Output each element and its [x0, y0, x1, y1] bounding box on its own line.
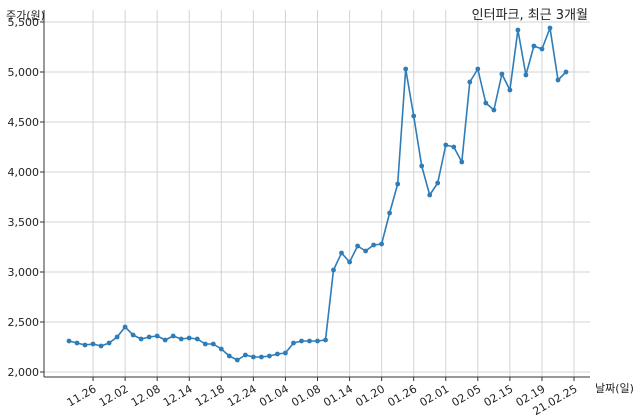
data-point [419, 163, 425, 169]
y-tick-label: 4,000 [8, 166, 40, 179]
data-point [291, 340, 296, 346]
data-point [451, 144, 457, 150]
data-point [275, 351, 280, 357]
data-point [146, 334, 152, 340]
data-point [387, 210, 392, 216]
data-point [491, 107, 497, 113]
data-point [331, 267, 336, 273]
data-point [379, 241, 384, 247]
data-point [547, 25, 553, 31]
x-tick-label: 12.24 [225, 382, 259, 409]
data-point [411, 113, 417, 119]
data-point [283, 350, 288, 356]
series-layer [66, 25, 569, 363]
data-point [178, 336, 184, 342]
data-point [98, 343, 104, 349]
data-point [427, 192, 433, 198]
data-point [355, 243, 360, 249]
data-point [323, 337, 328, 343]
data-point [523, 72, 529, 78]
y-tick-label: 2,000 [8, 366, 40, 379]
x-tick-label: 12.02 [97, 382, 131, 409]
y-tick-label: 3,000 [8, 266, 40, 279]
data-point [515, 27, 521, 33]
data-point [347, 259, 352, 265]
x-tick-label: 12.08 [129, 382, 163, 409]
x-tick-label: 02.05 [450, 382, 484, 409]
data-point [475, 66, 481, 72]
data-point [234, 357, 240, 363]
data-point [555, 77, 561, 83]
x-tick-label: 12.18 [193, 382, 227, 409]
x-tick-label: 01.04 [257, 382, 291, 409]
chart-title: 인터파크, 최근 3개월 [472, 8, 588, 23]
data-point [315, 338, 320, 344]
data-point [563, 69, 569, 75]
x-tick-label: 01.14 [321, 382, 355, 409]
data-point [499, 71, 505, 77]
data-point [114, 334, 120, 340]
data-point [459, 159, 465, 165]
data-point [507, 87, 513, 93]
x-tick-label: 01.20 [353, 382, 387, 409]
y-tick-labels: 2,000 2,500 3,000 3,500 4,000 4,500 5,000 5,500 [8, 16, 44, 379]
data-point [226, 353, 232, 359]
data-point [162, 337, 168, 343]
x-tick-label: 01.08 [289, 382, 323, 409]
data-point [82, 342, 88, 348]
data-point [531, 43, 537, 49]
y-tick-label: 4,500 [8, 116, 40, 129]
data-point [443, 142, 449, 148]
data-point [251, 354, 256, 360]
data-point [90, 341, 96, 347]
x-tick-label: 01.26 [385, 382, 419, 409]
data-point [194, 336, 200, 342]
data-point [299, 338, 304, 344]
y-tick-label: 2,500 [8, 316, 40, 329]
data-point [170, 333, 176, 339]
data-point [106, 340, 112, 346]
y-tick-label: 5,500 [8, 16, 40, 29]
data-point [138, 336, 144, 342]
data-point [371, 242, 376, 248]
grid-layer [44, 10, 590, 377]
data-point [74, 340, 80, 346]
data-point [435, 180, 441, 186]
data-point [307, 338, 312, 344]
data-point [363, 248, 368, 254]
data-point [243, 352, 248, 358]
data-point [122, 324, 128, 330]
data-point [539, 46, 545, 52]
data-point [210, 341, 216, 347]
y-axis-label: 주가(원) [6, 9, 45, 22]
data-point [339, 250, 344, 256]
data-point [218, 346, 224, 352]
data-point [154, 333, 160, 339]
x-tick-label: 02.15 [482, 382, 516, 409]
data-point [267, 353, 272, 359]
data-point [186, 335, 192, 341]
data-point [130, 332, 136, 338]
x-tick-labels: 11.2612.0212.0812.1412.1812.2401.0401.08… [65, 377, 580, 418]
data-point [483, 100, 489, 106]
data-point [403, 66, 409, 72]
y-tick-label: 5,000 [8, 66, 40, 79]
x-tick-label: 12.14 [161, 382, 195, 409]
x-tick-label: 11.26 [65, 382, 99, 409]
y-tick-label: 3,500 [8, 216, 40, 229]
x-tick-label: 02.01 [417, 382, 451, 409]
data-point [395, 181, 401, 187]
x-axis-label: 날짜(일) [595, 381, 634, 395]
data-point [467, 79, 473, 85]
data-point [259, 354, 264, 360]
data-point [202, 341, 208, 347]
data-point [66, 338, 72, 344]
